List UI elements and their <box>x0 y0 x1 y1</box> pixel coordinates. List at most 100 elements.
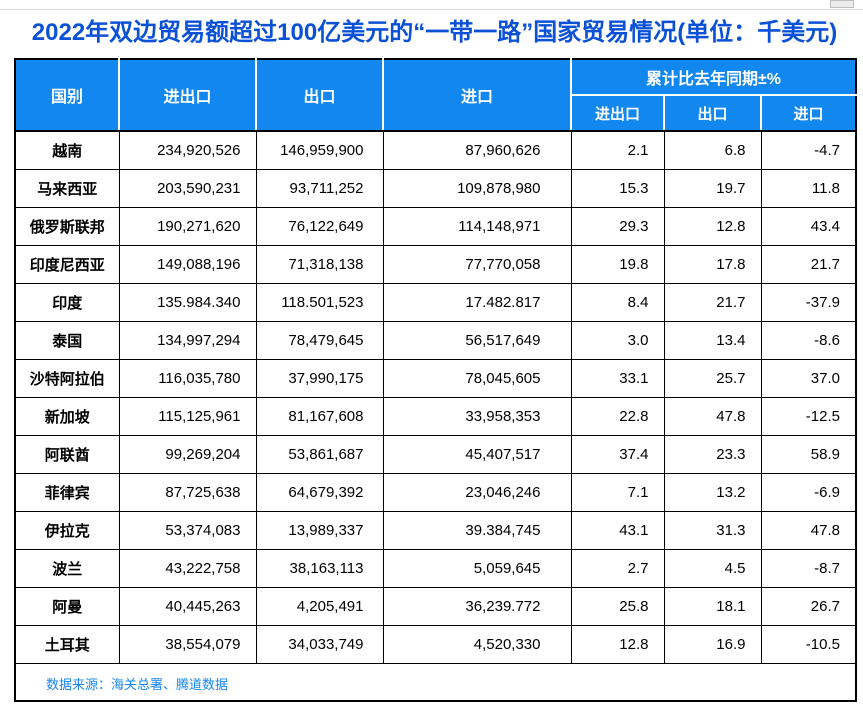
pct-export-value: 4.5 <box>663 548 762 588</box>
import-value: 17.482.817 <box>382 282 572 322</box>
country-name: 印度尼西亚 <box>14 244 120 284</box>
export-value: 38,163,113 <box>255 548 384 588</box>
pct-import-value: 47.8 <box>760 510 857 550</box>
trade-table: 国别 进出口 出口 进口 累计比去年同期±% 进出口 出口 进口 越南 234,… <box>14 58 857 702</box>
pct-export-value: 18.1 <box>663 586 762 626</box>
pct-import-value: -37.9 <box>760 282 857 322</box>
total-trade-value: 203,590,231 <box>118 168 257 208</box>
total-trade-value: 135.984.340 <box>118 282 257 322</box>
table-body: 越南 234,920,526 146,959,900 87,960,626 2.… <box>14 130 857 702</box>
scrollbar-artifact[interactable] <box>830 0 854 8</box>
total-trade-value: 43,222,758 <box>118 548 257 588</box>
pct-export-value: 16.9 <box>663 624 762 664</box>
export-value: 93,711,252 <box>255 168 384 208</box>
import-value: 5,059,645 <box>382 548 572 588</box>
country-name: 印度 <box>14 282 120 322</box>
header-pct-import: 进口 <box>760 94 857 132</box>
export-value: 78,479,645 <box>255 320 384 360</box>
pct-export-value: 21.7 <box>663 282 762 322</box>
import-value: 114,148,971 <box>382 206 572 246</box>
table-row: 俄罗斯联邦 190,271,620 76,122,649 114,148,971… <box>14 206 857 246</box>
country-name: 俄罗斯联邦 <box>14 206 120 246</box>
header-export: 出口 <box>255 58 384 132</box>
total-trade-value: 149,088,196 <box>118 244 257 284</box>
import-value: 36,239.772 <box>382 586 572 626</box>
country-name: 新加坡 <box>14 396 120 436</box>
table-row: 越南 234,920,526 146,959,900 87,960,626 2.… <box>14 130 857 170</box>
pct-total-value: 2.1 <box>570 130 665 170</box>
pct-import-value: -4.7 <box>760 130 857 170</box>
export-value: 37,990,175 <box>255 358 384 398</box>
pct-import-value: -12.5 <box>760 396 857 436</box>
page-title: 2022年双边贸易额超过100亿美元的“一带一路”国家贸易情况(单位：千美元) <box>31 19 838 46</box>
total-trade-value: 190,271,620 <box>118 206 257 246</box>
pct-export-value: 17.8 <box>663 244 762 284</box>
export-value: 13,989,337 <box>255 510 384 550</box>
data-source-note: 数据来源：海关总署、腾道数据 <box>14 662 857 702</box>
total-trade-value: 38,554,079 <box>118 624 257 664</box>
country-name: 波兰 <box>14 548 120 588</box>
pct-import-value: -8.7 <box>760 548 857 588</box>
export-value: 34,033,749 <box>255 624 384 664</box>
pct-export-value: 13.2 <box>663 472 762 512</box>
pct-export-value: 13.4 <box>663 320 762 360</box>
total-trade-value: 99,269,204 <box>118 434 257 474</box>
table-row: 菲律宾 87,725,638 64,679,392 23,046,246 7.1… <box>14 472 857 512</box>
pct-total-value: 3.0 <box>570 320 665 360</box>
pct-import-value: 37.0 <box>760 358 857 398</box>
table-header: 国别 进出口 出口 进口 累计比去年同期±% 进出口 出口 进口 <box>14 58 857 132</box>
window-top-edge <box>0 0 863 10</box>
pct-import-value: 43.4 <box>760 206 857 246</box>
trade-table-container: 国别 进出口 出口 进口 累计比去年同期±% 进出口 出口 进口 越南 234,… <box>14 58 857 702</box>
pct-import-value: 21.7 <box>760 244 857 284</box>
import-value: 45,407,517 <box>382 434 572 474</box>
pct-total-value: 33.1 <box>570 358 665 398</box>
export-value: 118.501,523 <box>255 282 384 322</box>
pct-import-value: 58.9 <box>760 434 857 474</box>
total-trade-value: 115,125,961 <box>118 396 257 436</box>
export-value: 71,318,138 <box>255 244 384 284</box>
export-value: 64,679,392 <box>255 472 384 512</box>
export-value: 53,861,687 <box>255 434 384 474</box>
header-total-trade: 进出口 <box>118 58 257 132</box>
pct-total-value: 22.8 <box>570 396 665 436</box>
total-trade-value: 134,997,294 <box>118 320 257 360</box>
country-name: 菲律宾 <box>14 472 120 512</box>
pct-total-value: 43.1 <box>570 510 665 550</box>
import-value: 87,960,626 <box>382 130 572 170</box>
import-value: 23,046,246 <box>382 472 572 512</box>
country-name: 沙特阿拉伯 <box>14 358 120 398</box>
pct-import-value: -8.6 <box>760 320 857 360</box>
pct-export-value: 19.7 <box>663 168 762 208</box>
table-row: 阿联酋 99,269,204 53,861,687 45,407,517 37.… <box>14 434 857 474</box>
pct-import-value: -10.5 <box>760 624 857 664</box>
pct-export-value: 47.8 <box>663 396 762 436</box>
pct-total-value: 8.4 <box>570 282 665 322</box>
table-row: 新加坡 115,125,961 81,167,608 33,958,353 22… <box>14 396 857 436</box>
pct-total-value: 25.8 <box>570 586 665 626</box>
country-name: 土耳其 <box>14 624 120 664</box>
import-value: 39.384,745 <box>382 510 572 550</box>
table-row: 印度尼西亚 149,088,196 71,318,138 77,770,058 … <box>14 244 857 284</box>
country-name: 伊拉克 <box>14 510 120 550</box>
export-value: 76,122,649 <box>255 206 384 246</box>
header-pct-total: 进出口 <box>570 94 665 132</box>
pct-total-value: 7.1 <box>570 472 665 512</box>
import-value: 4,520,330 <box>382 624 572 664</box>
header-country: 国别 <box>14 58 120 132</box>
pct-total-value: 37.4 <box>570 434 665 474</box>
table-row: 阿曼 40,445,263 4,205,491 36,239.772 25.8 … <box>14 586 857 626</box>
pct-export-value: 6.8 <box>663 130 762 170</box>
import-value: 33,958,353 <box>382 396 572 436</box>
country-name: 阿联酋 <box>14 434 120 474</box>
table-row: 印度 135.984.340 118.501,523 17.482.817 8.… <box>14 282 857 322</box>
pct-export-value: 23.3 <box>663 434 762 474</box>
country-name: 阿曼 <box>14 586 120 626</box>
source-row: 数据来源：海关总署、腾道数据 <box>14 662 857 702</box>
header-pct-group: 累计比去年同期±% <box>570 58 857 96</box>
import-value: 77,770,058 <box>382 244 572 284</box>
total-trade-value: 234,920,526 <box>118 130 257 170</box>
country-name: 马来西亚 <box>14 168 120 208</box>
pct-total-value: 19.8 <box>570 244 665 284</box>
total-trade-value: 53,374,083 <box>118 510 257 550</box>
